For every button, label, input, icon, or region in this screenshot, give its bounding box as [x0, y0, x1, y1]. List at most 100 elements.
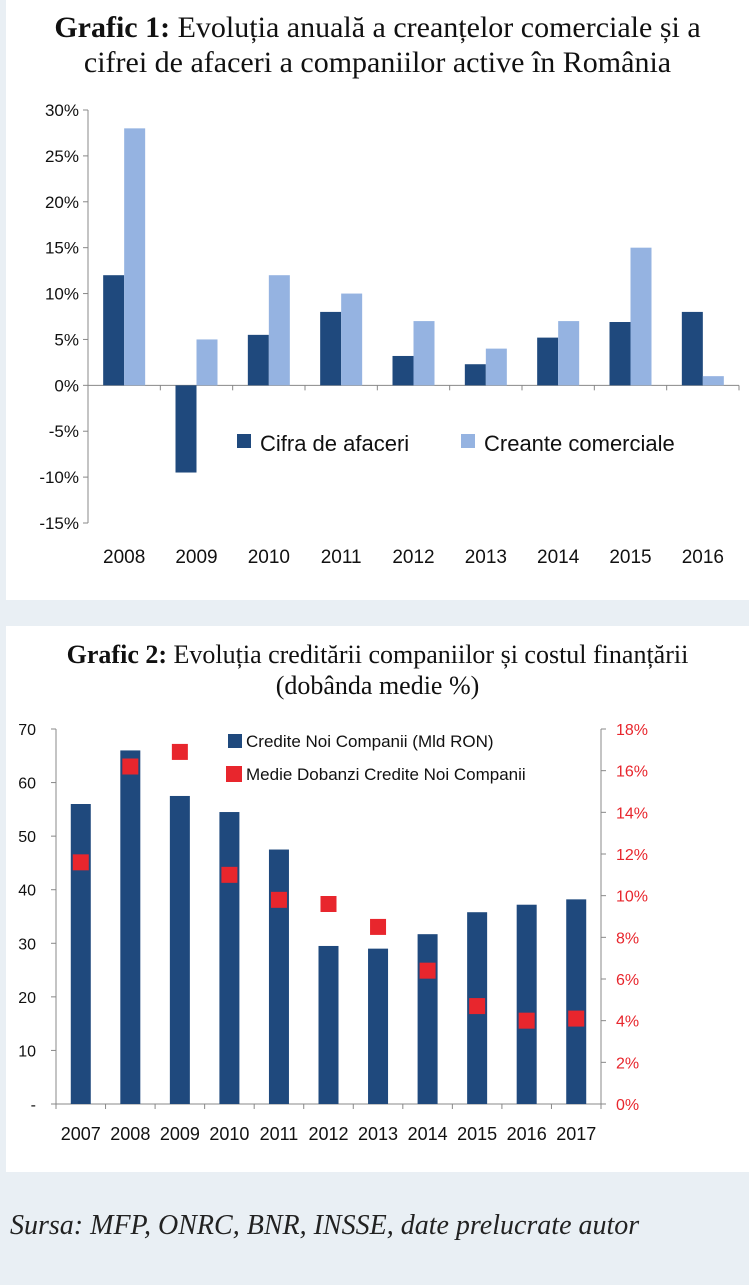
- chart-2-plot: - 10 20 30 40 50 60 70 0% 2% 4% 6% 8% 10% 12% 14% 16% 18%…: [18, 722, 648, 1144]
- chart-2-title: Grafic 2: Evoluția creditării companiilo…: [6, 640, 749, 701]
- y-tick-label: -15%: [39, 514, 79, 533]
- marker-medie-dobanzi: [72, 854, 89, 871]
- chart-1-plot: -15% -10% -5% 0% 5% 10% 15% 20% 25% 30% 2008 2009 20…: [39, 101, 740, 568]
- y-tick-label: -10%: [39, 468, 79, 487]
- marker-medie-dobanzi: [568, 1010, 585, 1027]
- x-tick-label: 2014: [537, 547, 580, 568]
- right-y-tick-label: 4%: [616, 1014, 639, 1031]
- x-tick-label: 2016: [682, 547, 724, 568]
- y-tick-label: 5%: [54, 330, 79, 349]
- x-tick-label: 2010: [248, 547, 290, 568]
- marker-medie-dobanzi: [221, 866, 238, 883]
- legend-swatch-dobanzi: [226, 766, 242, 782]
- left-y-tick-label: 70: [18, 722, 36, 739]
- bar-cifra-de-afaceri: [392, 355, 414, 386]
- chart-2-title-prefix: Grafic 2:: [66, 640, 168, 669]
- right-y-tick-label: 14%: [616, 805, 648, 822]
- chart-1-panel: Grafic 1: Evoluția anuală a creanțelor c…: [6, 0, 749, 600]
- y-tick-label: 0%: [54, 376, 79, 395]
- x-tick-label: 2011: [260, 1124, 299, 1144]
- bar-creante-comerciale: [413, 321, 435, 386]
- chart-1-title-line1: Evoluția anuală a creanțelor comerciale …: [177, 11, 701, 44]
- right-y-tick-label: 6%: [616, 972, 639, 989]
- legend-swatch: [461, 434, 475, 448]
- left-y-tick-label: 40: [18, 883, 36, 900]
- right-y-tick-label: 8%: [616, 930, 639, 947]
- bar-creante-comerciale: [124, 128, 146, 386]
- x-tick-label: 2013: [358, 1124, 398, 1144]
- x-tick-label: 2012: [308, 1124, 348, 1144]
- bar-cifra-de-afaceri: [320, 311, 342, 386]
- right-y-tick-label: 16%: [616, 764, 648, 781]
- bar-cifra-de-afaceri: [609, 322, 631, 386]
- x-tick-label: 2016: [507, 1124, 547, 1144]
- marker-medie-dobanzi: [122, 758, 139, 775]
- bar-cifra-de-afaceri: [247, 334, 269, 386]
- right-y-tick-label: 10%: [616, 889, 648, 906]
- x-tick-label: 2010: [209, 1124, 249, 1144]
- right-y-tick-label: 0%: [616, 1097, 639, 1114]
- x-tick-label: 2013: [465, 547, 507, 568]
- legend-swatch: [237, 434, 251, 448]
- bar-credite-noi: [120, 750, 141, 1104]
- bar-creante-comerciale: [196, 339, 218, 386]
- bar-cifra-de-afaceri: [175, 385, 197, 473]
- chart-1-title-prefix: Grafic 1:: [54, 11, 171, 44]
- y-tick-label: 30%: [45, 101, 79, 120]
- bar-cifra-de-afaceri: [103, 275, 125, 386]
- bar-creante-comerciale: [702, 376, 724, 386]
- bar-creante-comerciale: [268, 275, 290, 386]
- x-tick-label: 2015: [609, 547, 651, 568]
- legend-label: Cifra de afaceri: [260, 431, 409, 456]
- bar-credite-noi: [516, 904, 537, 1104]
- x-tick-label: 2017: [556, 1124, 596, 1144]
- right-y-tick-label: 2%: [616, 1055, 639, 1072]
- left-y-tick-label: -: [31, 1097, 36, 1114]
- bar-credite-noi: [368, 948, 389, 1104]
- bar-credite-noi: [268, 849, 289, 1104]
- bar-creante-comerciale: [485, 348, 507, 386]
- chart-2-panel: Grafic 2: Evoluția creditării companiilo…: [6, 626, 749, 1172]
- right-y-tick-label: 12%: [616, 847, 648, 864]
- x-tick-label: 2015: [457, 1124, 497, 1144]
- y-tick-label: -5%: [49, 422, 79, 441]
- bar-credite-noi: [219, 812, 240, 1104]
- x-tick-label: 2011: [321, 547, 362, 568]
- x-tick-label: 2008: [110, 1124, 150, 1144]
- bar-cifra-de-afaceri: [537, 337, 559, 386]
- bar-creante-comerciale: [341, 293, 363, 386]
- left-y-tick-label: 10: [18, 1043, 36, 1060]
- x-tick-label: 2008: [103, 547, 145, 568]
- bar-creante-comerciale: [558, 321, 580, 386]
- left-y-tick-label: 30: [18, 936, 36, 953]
- bar-credite-noi: [417, 934, 438, 1104]
- x-tick-label: 2014: [408, 1124, 448, 1144]
- chart-2-title-line2: (dobânda medie %): [275, 670, 480, 700]
- chart-2-title-line1: Evoluția creditării companiilor și costu…: [173, 640, 689, 669]
- legend-label: Creante comerciale: [484, 431, 675, 456]
- marker-medie-dobanzi: [469, 998, 486, 1015]
- marker-medie-dobanzi: [320, 896, 337, 912]
- legend-label-dobanzi: Medie Dobanzi Credite Noi Companii: [246, 765, 526, 784]
- y-tick-label: 15%: [45, 239, 79, 258]
- marker-medie-dobanzi: [518, 1012, 535, 1029]
- x-tick-label: 2009: [175, 547, 217, 568]
- bar-credite-noi: [566, 899, 587, 1104]
- legend-swatch-credite: [228, 734, 242, 748]
- bar-cifra-de-afaceri: [464, 364, 486, 386]
- marker-medie-dobanzi: [270, 891, 287, 908]
- marker-medie-dobanzi: [171, 743, 188, 760]
- left-y-tick-label: 50: [18, 829, 36, 846]
- y-tick-label: 20%: [45, 193, 79, 212]
- legend-label-credite: Credite Noi Companii (Mld RON): [246, 732, 494, 751]
- bar-credite-noi: [318, 945, 339, 1104]
- x-tick-label: 2007: [61, 1124, 101, 1144]
- y-tick-label: 10%: [45, 285, 79, 304]
- left-y-tick-label: 60: [18, 776, 36, 793]
- right-y-tick-label: 18%: [616, 722, 648, 739]
- x-tick-label: 2012: [392, 547, 434, 568]
- source-note: Sursa: MFP, ONRC, BNR, INSSE, date prelu…: [10, 1210, 640, 1241]
- bar-cifra-de-afaceri: [681, 311, 703, 386]
- bar-creante-comerciale: [630, 247, 652, 386]
- x-tick-label: 2009: [160, 1124, 200, 1144]
